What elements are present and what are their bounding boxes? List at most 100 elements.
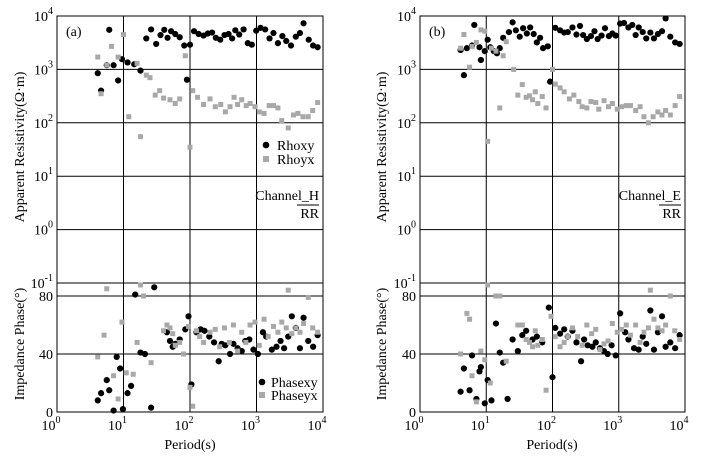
data-point-rhoxy [161,26,168,33]
data-point-rhoyx [95,54,101,60]
data-point-yx [467,64,473,70]
data-point-yx [605,338,611,344]
data-point-rhoxy [209,29,216,36]
data-point-rhoyx [275,105,281,111]
data-point-phasexy [215,358,222,365]
data-point-xy [544,43,551,50]
data-point-phasexy [185,313,192,320]
data-point-yx [550,66,555,72]
data-point-xy [629,21,636,29]
data-point-phaseyx [305,294,311,300]
data-point-rhoyx [108,43,114,49]
data-point-yx [589,331,595,337]
data-point-phaseyx [181,351,187,357]
data-point-rhoyx [177,96,183,102]
data-point-phasexy [230,340,237,347]
data-point-yx [623,103,629,109]
data-point-phasexy [94,397,101,404]
data-point-yx [645,120,651,126]
data-point-phaseyx [207,329,213,335]
res-ytick-label: 101 [34,166,53,185]
xtick-exponent: 1 [122,415,127,426]
data-point-yx [609,100,615,106]
data-point-xy [658,28,666,35]
data-point-yx [493,293,499,299]
res-ytick-label: 104 [34,6,53,25]
xtick-label: 103 [603,415,622,434]
data-point-phaseyx [115,396,121,402]
phase-ytick-label: 0 [46,406,53,421]
panel-a-phase-legend: Phasexy Phaseyx [258,376,318,404]
data-point-phaseyx [148,360,154,366]
data-point-phasexy [310,343,317,350]
data-point-yx [677,337,683,342]
res-ytick-exponent: 0 [48,220,53,231]
data-point-rhoyx [218,102,224,108]
data-point-phasexy [166,337,174,345]
data-point-yx [469,373,475,379]
data-point-phaseyx [293,325,299,331]
data-point-yx [584,105,590,111]
data-point-rhoyx [295,110,301,116]
data-point-phaseyx [283,325,289,331]
data-point-xy [577,358,585,365]
data-point-rhoyx [152,92,158,98]
data-point-xy [496,349,503,356]
data-point-rhoyx [115,54,121,60]
data-point-phasexy [132,291,139,298]
data-point-xy [580,31,587,39]
data-point-xy [533,39,540,46]
xtick-exponent: 0 [419,415,424,426]
data-point-yx [565,334,571,340]
data-point-rhoyx [121,32,126,38]
data-point-rhoxy [153,40,160,48]
data-point-rhoxy [229,35,236,42]
data-point-phaseyx [137,282,143,288]
data-point-rhoxy [225,30,232,38]
data-point-xy [630,345,638,352]
data-point-yx [627,332,633,338]
data-point-rhoyx [231,94,237,100]
data-point-phaseyx [161,328,167,334]
res-ytick-exponent: 3 [411,59,416,70]
legend-label-phaseyx: Phaseyx [271,389,318,404]
data-point-rhoxy [266,35,273,42]
data-point-xy [591,28,598,35]
data-point-xy [457,388,464,395]
xtick-label: 104 [670,415,689,434]
data-point-yx [579,342,585,348]
data-point-yx [458,45,464,51]
xtick-label: 103 [241,415,260,434]
data-point-yx [497,105,503,111]
data-point-phasexy [97,390,105,397]
data-point-yx [485,138,491,144]
data-point-xy [509,336,516,343]
data-point-xy [650,346,658,353]
data-point-rhoyx [227,104,233,110]
res-ytick-label: 102 [397,113,416,132]
res-ytick-label: 104 [397,6,416,25]
panel-b-xticks: 100 101 102 103 104 [405,415,689,434]
data-point-xy [520,25,527,32]
res-ytick-label: 103 [397,59,416,78]
data-point-rhoyx [137,134,143,140]
data-point-rhoyx [305,114,311,120]
data-point-yx [500,53,506,59]
data-point-rhoyx [201,102,207,108]
xtick-label: 101 [471,415,490,434]
data-point-phasexy [151,284,158,291]
data-point-phasexy [288,313,295,320]
data-point-yx [672,328,678,334]
legend-label-rhoxy: Rhoxy [277,139,314,154]
data-point-xy [635,346,642,353]
panel-b: Apparent Resistivity(Ω·m) Impedance Phas… [375,6,689,453]
data-point-phasexy [305,337,312,345]
data-point-xy [643,35,650,42]
data-point-rhoyx [143,72,149,78]
legend-label-rhoyx: Rhoyx [277,153,314,168]
res-ytick-exponent: 3 [48,59,53,70]
panel-b-label: (b) [429,25,446,40]
data-point-xy [604,350,611,358]
data-point-xy [468,352,476,359]
xtick-exponent: 1 [485,415,490,426]
